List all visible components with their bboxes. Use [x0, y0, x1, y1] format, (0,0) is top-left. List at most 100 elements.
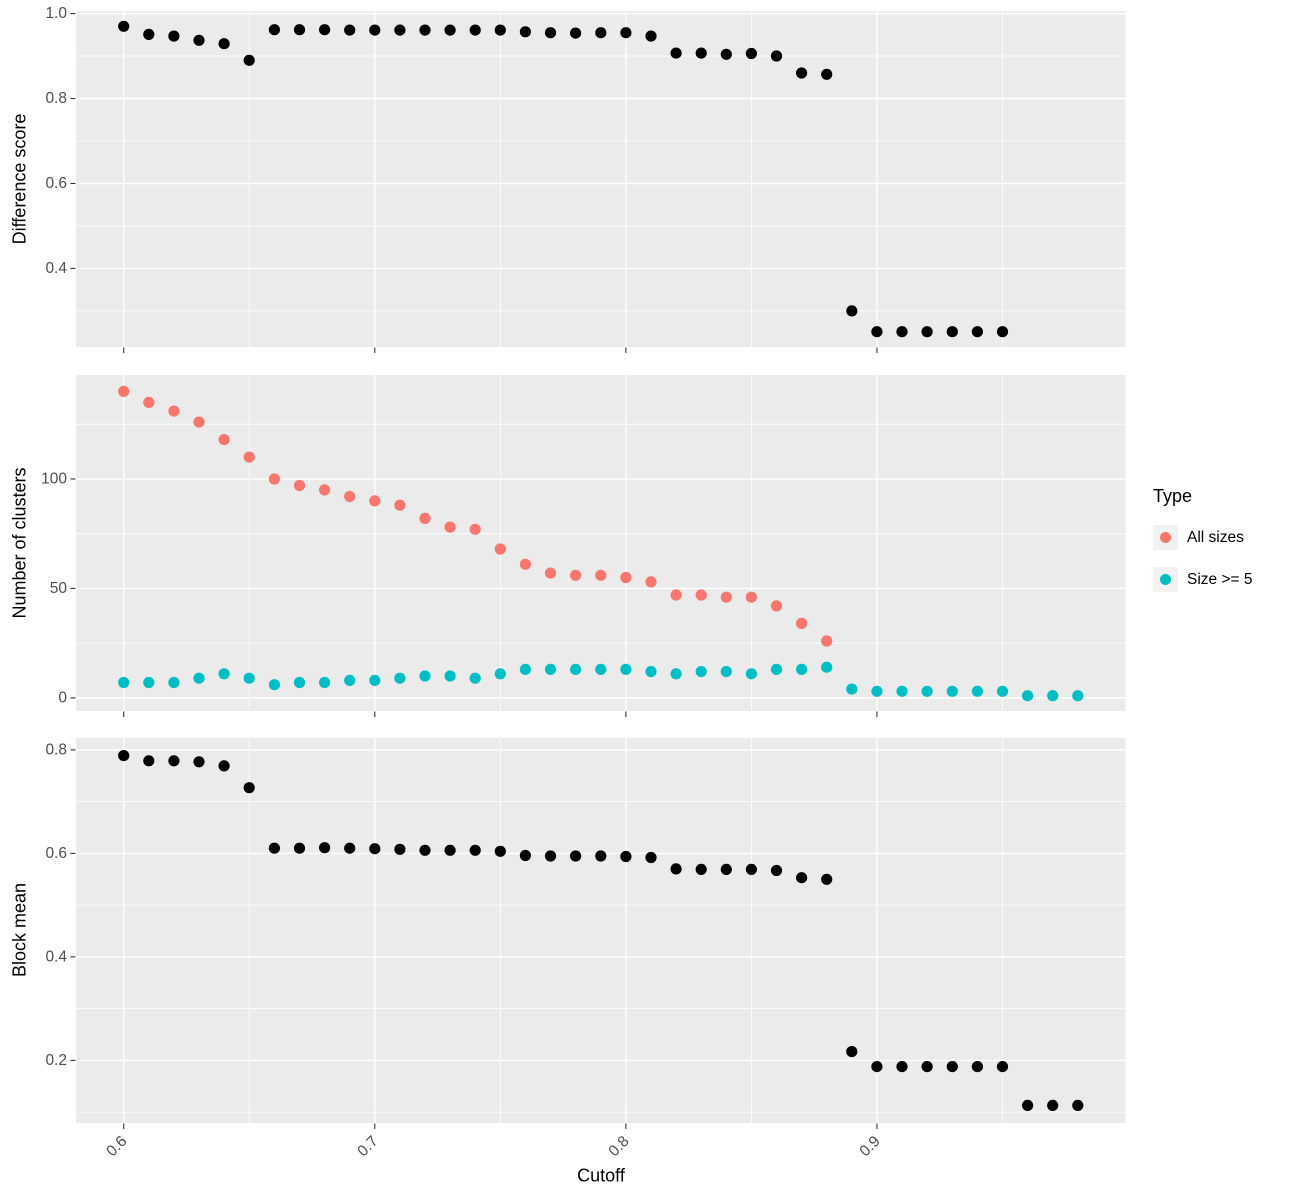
data-point-difference-score: [494, 24, 506, 36]
data-point-block-mean: [620, 850, 632, 863]
data-point-size-5: [921, 685, 933, 697]
data-point-block-mean: [770, 864, 783, 877]
data-point-all-sizes: [695, 589, 707, 601]
data-point-size-5: [319, 676, 331, 689]
data-point-difference-score: [444, 24, 456, 36]
data-point-block-mean: [996, 1061, 1009, 1073]
data-point-size-5: [946, 685, 958, 697]
legend-item-size-ge-5: Size >= 5: [1153, 567, 1253, 592]
data-point-difference-score: [946, 326, 958, 338]
data-point-all-sizes: [444, 521, 456, 533]
data-point-difference-score: [896, 326, 908, 338]
data-point-size-5: [344, 674, 356, 687]
data-point-all-sizes: [268, 473, 280, 485]
data-point-all-sizes: [544, 567, 557, 579]
data-point-all-sizes: [796, 617, 808, 630]
data-point-block-mean: [695, 863, 707, 876]
data-point-block-mean: [1072, 1099, 1084, 1111]
data-point-all-sizes: [143, 396, 155, 408]
data-point-block-mean: [871, 1061, 883, 1073]
data-point-block-mean: [745, 863, 758, 876]
data-point-size-5: [369, 674, 381, 687]
panel-background: [76, 11, 1126, 347]
data-point-block-mean: [444, 844, 456, 856]
data-point-difference-score: [570, 27, 582, 39]
data-point-block-mean: [419, 844, 431, 856]
data-point-difference-score: [519, 26, 532, 38]
data-point-size-5: [570, 663, 582, 676]
data-point-size-5: [394, 672, 406, 684]
data-point-size-5: [745, 668, 758, 680]
data-point-size-5: [896, 685, 908, 697]
data-point-size-5: [821, 661, 833, 673]
data-point-difference-score: [645, 30, 657, 42]
data-point-size-5: [670, 668, 682, 680]
y-axis-title-difference-score: Difference score: [9, 113, 30, 245]
data-point-difference-score: [695, 47, 707, 59]
data-point-size-5: [796, 663, 808, 676]
data-point-difference-score: [770, 50, 783, 62]
y-tick-label: 0.8: [45, 90, 67, 107]
data-point-size-5: [620, 663, 632, 676]
data-point-difference-score: [871, 326, 883, 338]
data-point-block-mean: [168, 755, 180, 767]
y-axis-title-number-of-clusters: Number of clusters: [9, 467, 30, 619]
legend-item-label: Size >= 5: [1187, 570, 1253, 588]
data-point-size-5: [419, 670, 431, 682]
data-point-difference-score: [344, 24, 356, 36]
data-point-all-sizes: [519, 558, 532, 570]
data-point-size-5: [268, 679, 280, 691]
y-tick-label: 0.4: [45, 260, 67, 277]
data-point-difference-score: [595, 27, 607, 39]
data-point-size-5: [118, 676, 130, 689]
data-point-all-sizes: [193, 416, 205, 428]
data-point-size-5: [595, 663, 607, 676]
data-point-difference-score: [745, 47, 758, 60]
data-point-size-5: [143, 676, 155, 689]
data-point-difference-score: [218, 38, 230, 50]
y-tick-label: 0.6: [45, 845, 67, 862]
data-point-size-5: [193, 672, 205, 684]
data-point-block-mean: [821, 873, 833, 885]
data-point-all-sizes: [344, 490, 356, 503]
y-tick-label: 50: [50, 580, 68, 597]
data-point-difference-score: [319, 24, 331, 36]
panel-background: [76, 738, 1126, 1123]
data-point-all-sizes: [645, 576, 657, 588]
data-point-difference-score: [821, 68, 833, 80]
data-point-difference-score: [293, 24, 306, 36]
legend-item-all-sizes: All sizes: [1153, 525, 1253, 550]
data-point-block-mean: [118, 750, 130, 762]
data-point-all-sizes: [394, 499, 406, 511]
data-point-size-5: [720, 666, 732, 678]
data-point-block-mean: [268, 842, 280, 854]
data-point-difference-score: [996, 326, 1009, 338]
x-tick-label: 0.9: [856, 1133, 883, 1160]
y-tick-label: 0.6: [45, 175, 67, 192]
data-point-all-sizes: [670, 589, 682, 601]
y-tick-label: 0.8: [45, 741, 67, 758]
data-point-block-mean: [544, 850, 557, 862]
legend-key-size-ge-5: [1153, 567, 1178, 592]
y-tick-label: 1.0: [45, 5, 67, 22]
y-tick-label: 100: [41, 470, 67, 487]
data-point-difference-score: [620, 27, 632, 39]
data-point-size-5: [1047, 690, 1059, 702]
data-point-all-sizes: [419, 512, 431, 525]
y-axis-title-block-mean: Block mean: [9, 882, 30, 978]
y-tick-label: 0.4: [45, 948, 67, 965]
data-point-size-5: [243, 672, 255, 684]
data-point-difference-score: [469, 24, 481, 36]
data-point-difference-score: [846, 305, 858, 317]
data-point-all-sizes: [218, 434, 230, 446]
data-point-block-mean: [971, 1061, 984, 1073]
data-point-difference-score: [720, 48, 732, 60]
data-point-size-5: [218, 668, 230, 680]
data-point-all-sizes: [469, 523, 481, 535]
data-point-all-sizes: [595, 569, 607, 581]
data-point-difference-score: [193, 34, 205, 46]
legend-item-label: All sizes: [1187, 528, 1244, 546]
data-point-size-5: [1072, 690, 1084, 702]
